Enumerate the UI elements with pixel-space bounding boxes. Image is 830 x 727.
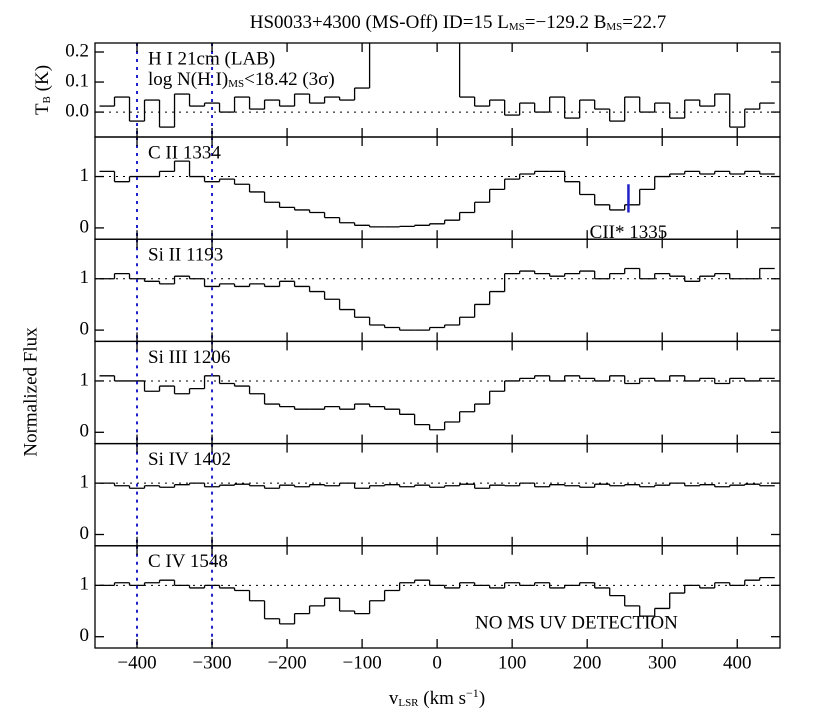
panel-label-part: MS xyxy=(228,78,244,90)
panel-label-part: log N(H I) xyxy=(148,69,228,90)
x-tick-label: 200 xyxy=(573,652,602,673)
panel-label: Si III 1206 xyxy=(148,347,230,368)
y-tick-label: 0.2 xyxy=(65,40,89,61)
x-tick-label: −100 xyxy=(342,652,381,673)
panel-label: log N(H I)MS<18.42 (3σ) xyxy=(148,69,335,90)
y-tick-label: 0.1 xyxy=(65,70,89,91)
annotation-label: CII* 1335 xyxy=(590,222,668,243)
y-tick-label: 1 xyxy=(80,574,90,595)
y-axis-label-part: B xyxy=(41,96,53,103)
step-riser xyxy=(113,43,761,128)
panel xyxy=(95,239,780,342)
chart-title-part: =22.7 xyxy=(622,12,666,33)
x-axis-label-part: (km s xyxy=(419,688,467,709)
chart-title-part: MS xyxy=(509,21,525,33)
y-tick-label: 1 xyxy=(80,165,90,186)
y-axis-label-part: T xyxy=(32,103,53,115)
panel-label: H I 21cm (LAB) xyxy=(148,48,275,69)
panel-label: C II 1334 xyxy=(148,142,221,163)
y-tick-label: 1 xyxy=(80,369,90,390)
x-axis-label: vLSR (km s−1) xyxy=(389,686,485,709)
panel xyxy=(95,545,780,648)
panel-label: Si IV 1402 xyxy=(148,449,231,470)
y-tick-label: 0 xyxy=(80,216,90,237)
x-axis-label-part: v xyxy=(389,688,399,709)
x-tick-label: 300 xyxy=(648,652,677,673)
chart-title: HS0033+4300 (MS-Off) ID=15 LMS=−129.2 BM… xyxy=(250,12,667,33)
x-tick-label: 400 xyxy=(723,652,752,673)
x-tick-label: −300 xyxy=(192,652,231,673)
y-tick-label: 1 xyxy=(80,472,90,493)
chart-title-part: MS xyxy=(606,21,622,33)
y-tick-label: 0 xyxy=(80,421,90,442)
y-tick-label: 0 xyxy=(80,318,90,339)
panel-label: Si II 1193 xyxy=(148,245,223,266)
chart-title-part: =−129.2 B xyxy=(525,12,607,33)
y-axis-label-part: (K) xyxy=(32,65,53,96)
panel-label-part: <18.42 (3σ) xyxy=(244,69,335,90)
y-tick-label: 0.0 xyxy=(65,100,89,121)
panel xyxy=(95,43,780,137)
chart-title-part: HS0033+4300 (MS-Off) ID=15 L xyxy=(250,12,509,33)
step-riser xyxy=(113,577,761,624)
y-tick-label: 0 xyxy=(80,625,90,646)
y-axis-label: Normalized Flux xyxy=(20,327,41,457)
x-axis-label-part: ) xyxy=(479,688,485,709)
panel-label: C IV 1548 xyxy=(148,551,228,572)
x-tick-label: 100 xyxy=(498,652,527,673)
note: NO MS UV DETECTION xyxy=(475,612,678,633)
panel xyxy=(95,341,780,444)
x-axis-label-part: −1 xyxy=(466,686,479,700)
x-axis-label-part: LSR xyxy=(398,697,419,709)
x-tick-label: 0 xyxy=(432,652,442,673)
y-axis-label: TB (K) xyxy=(32,65,53,115)
x-tick-label: −400 xyxy=(117,652,156,673)
step-riser xyxy=(113,268,761,331)
x-tick-label: −200 xyxy=(267,652,306,673)
y-tick-label: 1 xyxy=(80,267,90,288)
panel xyxy=(95,443,780,546)
panel xyxy=(95,137,780,240)
step-riser xyxy=(113,375,761,430)
y-tick-label: 0 xyxy=(80,523,90,544)
